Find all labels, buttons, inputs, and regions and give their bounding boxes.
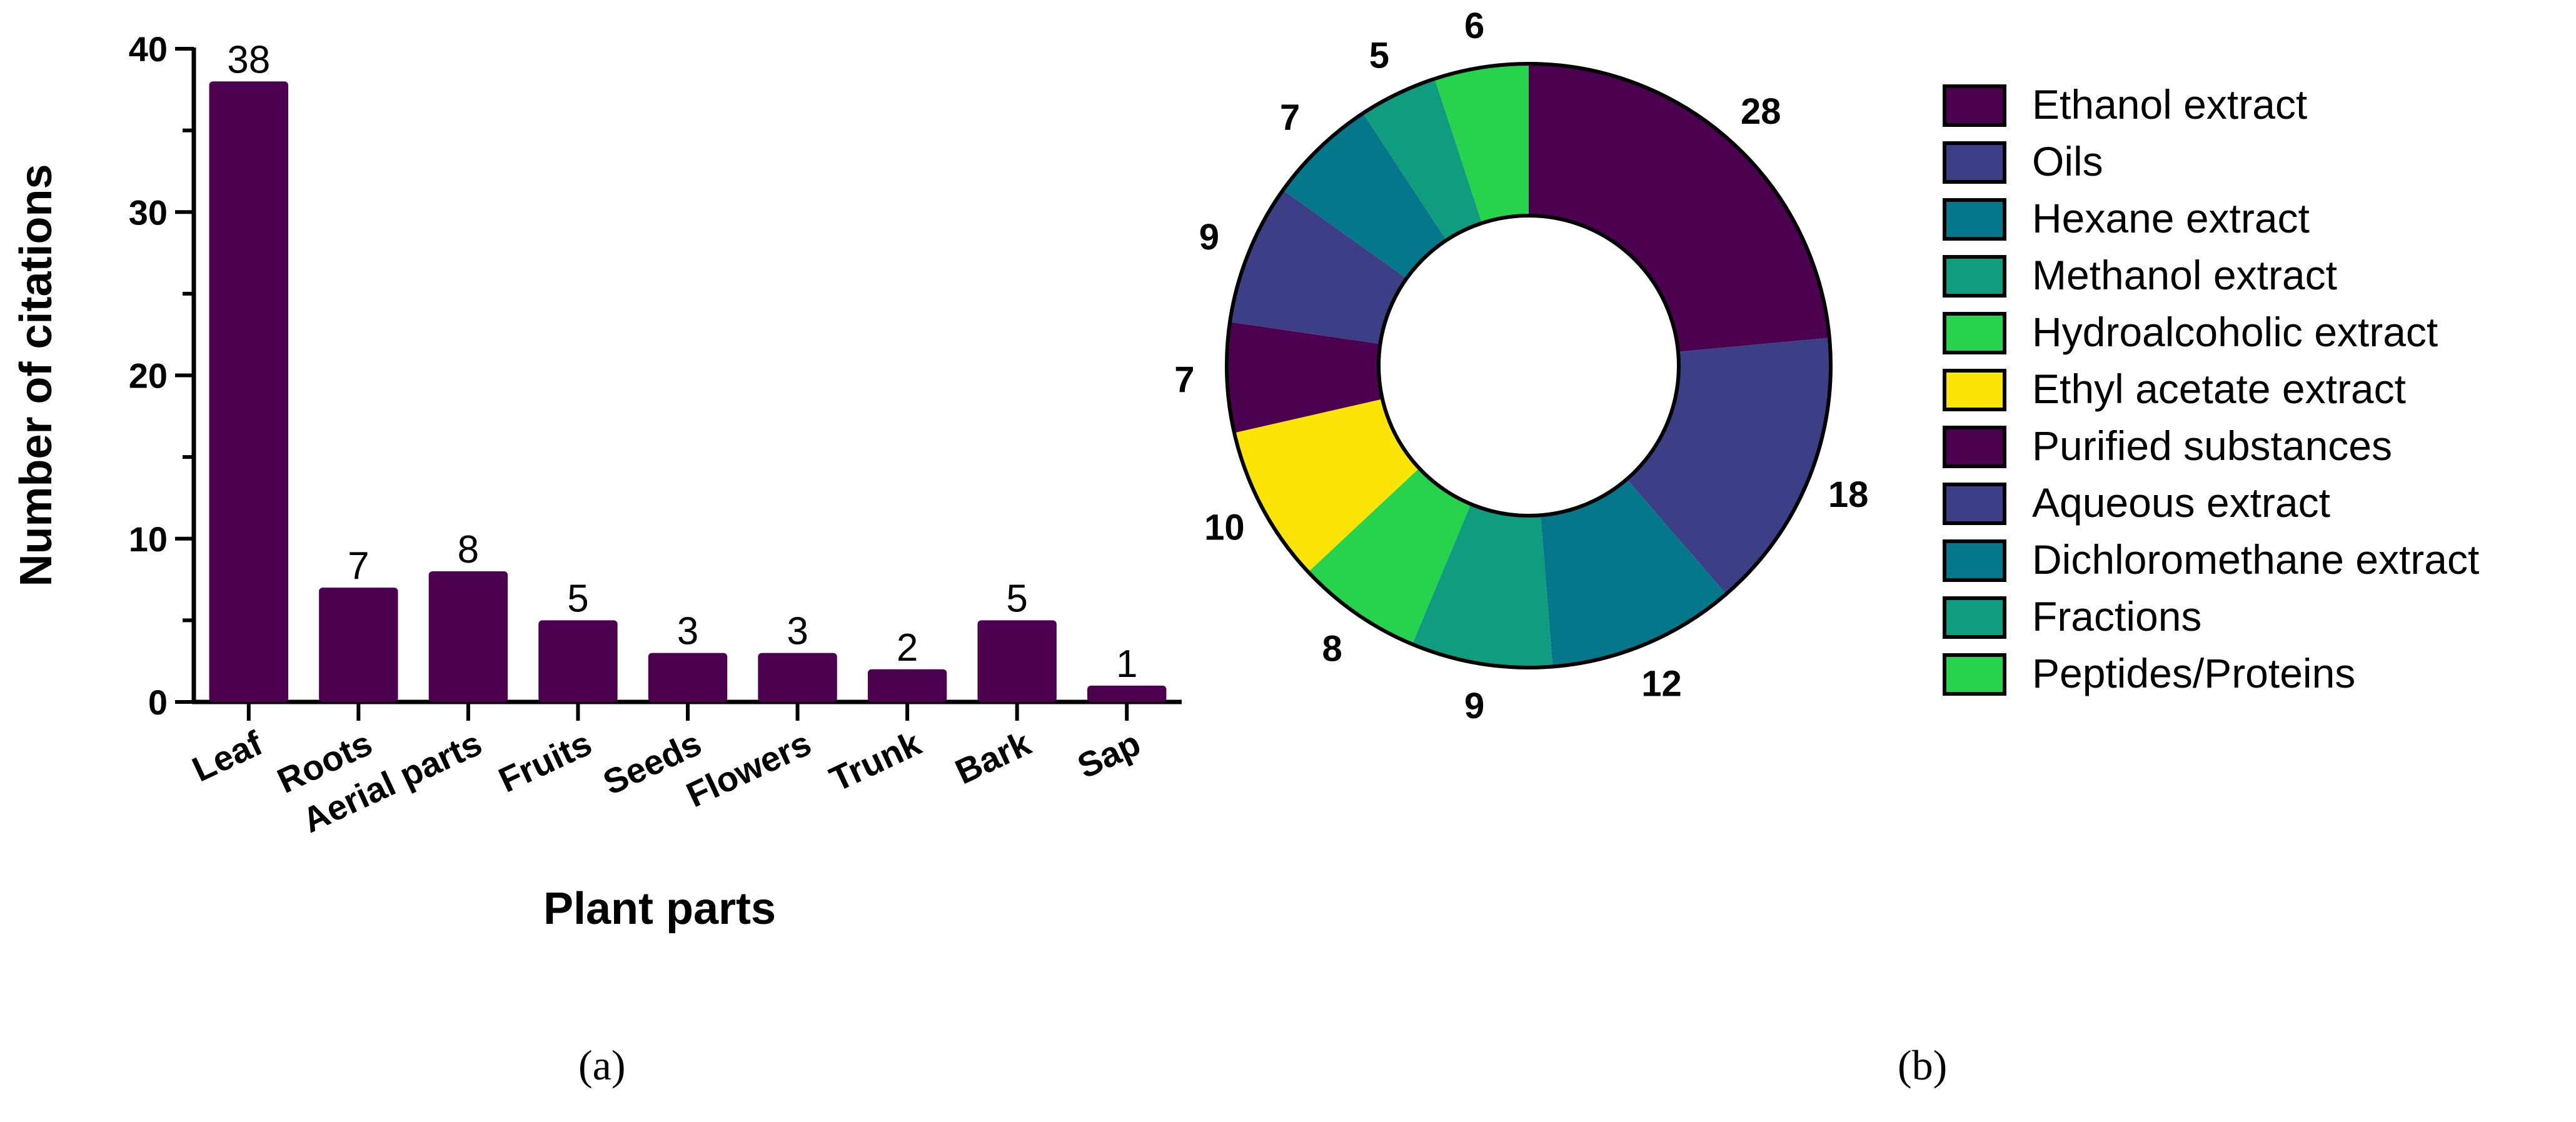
legend-label: Oils [2032, 138, 2103, 184]
legend-label: Dichloromethane extract [2032, 536, 2479, 583]
donut-slice [1412, 504, 1553, 668]
legend-swatch [1943, 426, 2006, 468]
data-label: 5 [567, 577, 588, 620]
x-axis-title: Plant parts [543, 884, 776, 934]
slice-label: 5 [1369, 36, 1389, 76]
legend-swatch [1943, 255, 2006, 298]
bar [867, 669, 947, 702]
donut-chart: 28 18 12 9 8 10 7 9 7 5 6 [1174, 6, 1868, 726]
x-tick-label: Fruits [493, 723, 598, 800]
legend-label: Hydroalcoholic extract [2032, 309, 2438, 355]
y-tick-label: 30 [129, 193, 168, 232]
donut-slice [1308, 468, 1471, 644]
donut-outer-ring [1225, 62, 1833, 669]
slice-label: 6 [1464, 6, 1484, 46]
donut-slice [1626, 338, 1831, 594]
bar [1087, 685, 1167, 702]
donut-slice [1283, 113, 1447, 279]
y-tick-label: 20 [129, 356, 168, 396]
x-tick-label: Flowers [680, 723, 817, 815]
slice-label: 10 [1204, 508, 1245, 548]
data-label: 1 [1116, 643, 1137, 686]
y-axis-title: Number of citations [11, 164, 61, 586]
data-label: 3 [787, 610, 808, 653]
legend-label: Hexane extract [2032, 195, 2310, 241]
legend-label: Aqueous extract [2032, 479, 2330, 526]
legend-swatch [1943, 369, 2006, 411]
bar [648, 653, 728, 702]
data-label: 5 [1006, 577, 1027, 620]
donut-slice [1227, 322, 1383, 433]
donut-slice [1434, 64, 1529, 223]
donut-slice [1230, 190, 1407, 344]
slice-label: 12 [1641, 663, 1682, 704]
x-tick-label: Sap [1072, 723, 1147, 786]
donut-slice [1234, 399, 1419, 573]
y-tick-label: 40 [129, 29, 168, 69]
data-label: 8 [458, 528, 479, 571]
data-label: 2 [897, 626, 918, 669]
legend-swatch [1943, 84, 2006, 127]
legend-swatch [1943, 141, 2006, 184]
legend-label: Methanol extract [2032, 252, 2337, 298]
y-tick-label: 10 [129, 519, 168, 559]
slice-label: 9 [1199, 217, 1219, 258]
slice-label: 9 [1464, 686, 1484, 726]
donut-slice [1362, 79, 1482, 241]
y-tick-label: 0 [148, 683, 168, 722]
bar [758, 653, 837, 702]
data-label: 38 [227, 38, 270, 81]
slice-label: 28 [1741, 91, 1781, 132]
legend-swatch [1943, 198, 2006, 241]
slice-label: 7 [1280, 98, 1300, 138]
panel-label-a: (a) [578, 1041, 626, 1089]
bar [428, 571, 508, 702]
bar [977, 620, 1057, 702]
slice-label: 8 [1322, 629, 1342, 669]
data-label: 3 [677, 610, 698, 653]
legend-label: Ethanol extract [2032, 81, 2307, 128]
x-tick-label: Trunk [823, 723, 927, 799]
data-label: 7 [348, 544, 369, 588]
donut-slice [1529, 64, 1829, 352]
legend-swatch [1943, 596, 2006, 639]
legend-label: Ethyl acetate extract [2032, 366, 2406, 412]
legend-swatch [1943, 312, 2006, 354]
bar [319, 588, 398, 702]
donut-hole [1377, 214, 1681, 518]
bar [209, 81, 288, 702]
legend: Ethanol extract Oils Hexane extract Methano… [1943, 81, 2479, 696]
legend-label: Peptides/Proteins [2032, 650, 2355, 696]
legend-label: Purified substances [2032, 423, 2392, 469]
bar [538, 620, 618, 702]
legend-swatch [1943, 483, 2006, 525]
x-tick-label: Leaf [186, 723, 268, 789]
slice-label: 18 [1828, 474, 1869, 515]
legend-swatch [1943, 653, 2006, 696]
panel-label-b: (b) [1898, 1041, 1948, 1089]
slice-label: 7 [1174, 359, 1194, 400]
legend-label: Fractions [2032, 593, 2201, 639]
legend-swatch [1943, 539, 2006, 582]
x-tick-label: Bark [949, 723, 1037, 791]
donut-slice [1540, 479, 1726, 667]
